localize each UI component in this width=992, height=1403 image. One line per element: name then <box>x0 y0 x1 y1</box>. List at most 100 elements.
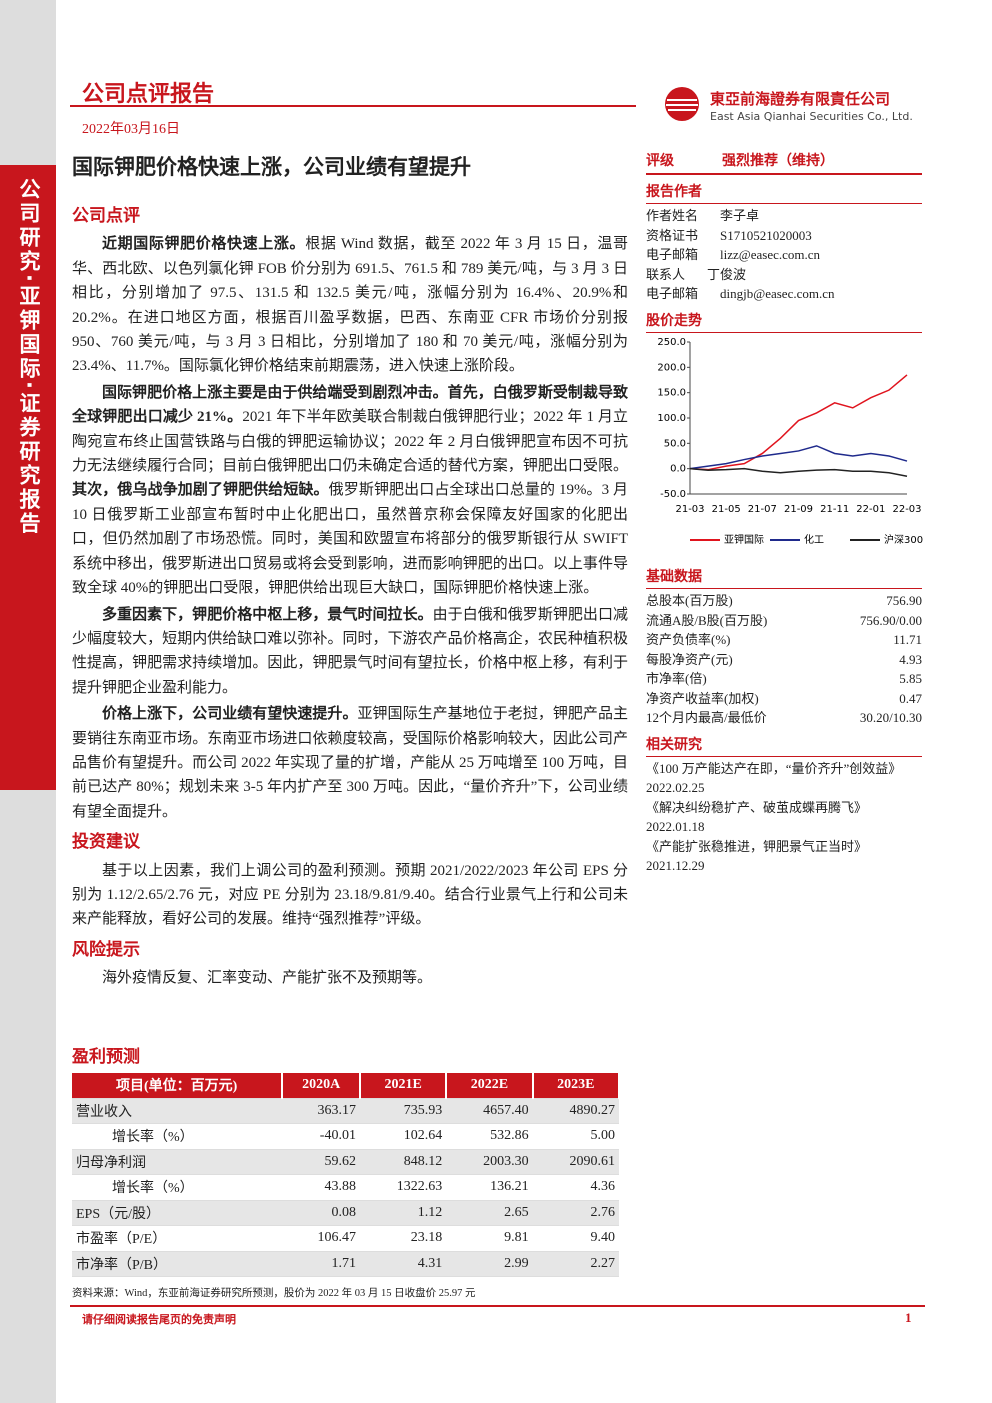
kv-row: 流通A股/B股(百万股) 756.90/0.00 <box>646 611 922 631</box>
section-heading: 公司点评 <box>72 206 140 226</box>
cell: 9.81 <box>446 1225 533 1252</box>
y-tick-label: 250.0 <box>657 337 686 348</box>
y-tick-label: 150.0 <box>657 388 686 399</box>
kv-row: 资产负债率(%) 11.71 <box>646 630 922 650</box>
legend-label: 沪深300 <box>884 533 923 546</box>
related-heading: 相关研究 <box>646 734 922 757</box>
kv-row: 联系人 丁俊波 <box>646 265 922 285</box>
paragraph: 价格上涨下，公司业绩有望快速提升。亚钾国际生产基地位于老挝，钾肥产品主要销往东南… <box>72 702 628 824</box>
related-item: 《100 万产能达产在即，“量价齐升”创效益》2022.02.25 <box>646 760 902 796</box>
cell: 增长率（%） <box>72 1123 283 1150</box>
kv-value: 4.93 <box>899 651 922 667</box>
kv-value: 756.90/0.00 <box>859 612 922 628</box>
cell: 735.93 <box>359 1098 447 1124</box>
paragraph: 国际钾肥价格上涨主要是由于供给端受到剧烈冲击。首先，白俄罗斯受制裁导致全球钾肥出… <box>72 381 628 601</box>
cell: 4657.40 <box>446 1098 533 1124</box>
kv-value: lizz@easec.com.cn <box>720 247 821 262</box>
cell: 363.17 <box>282 1098 360 1124</box>
date: 2022年03月16日 <box>82 122 180 137</box>
kv-row: 电子邮箱 lizz@easec.com.cn <box>646 245 922 265</box>
y-tick-label: 50.0 <box>664 438 686 449</box>
x-tick-label: 21-11 <box>820 504 849 515</box>
disclaimer: 请仔细阅读报告尾页的免责声明 <box>82 1313 236 1326</box>
x-tick-label: 22-01 <box>856 504 885 515</box>
section-heading: 风险提示 <box>72 939 140 960</box>
row: 营业收入 363.17 735.93 4657.40 4890.27 <box>72 1098 619 1124</box>
source: 资料来源：Wind，东亚前海证券研究所预测，股价为 2022 年 03 月 15… <box>72 1288 476 1299</box>
paragraph: 海外疫情反复、汇率变动、产能扩张不及预期等。 <box>72 966 628 990</box>
paragraph: 近期国际钾肥价格快速上涨。根据 Wind 数据，截至 2022 年 3 月 15… <box>72 232 628 378</box>
column-header: 项目(单位：百万元) <box>72 1073 284 1099</box>
kv-label: 12个月内最高/最低价 <box>646 710 767 725</box>
x-tick-label: 21-07 <box>748 504 777 515</box>
cell: 4890.27 <box>532 1098 619 1124</box>
forecast-table: 项目(单位：百万元) 2020A 2021E 2022E 2023E 营业收入 363.17… <box>72 1073 621 1277</box>
cell: 营业收入 <box>72 1098 283 1124</box>
text: 俄罗斯钾肥出口占全球出口总量的 19%。3 月 10 日俄罗斯工业部宣布暂时中止… <box>72 482 628 597</box>
cell: 2.76 <box>532 1200 619 1226</box>
cell: 0.08 <box>282 1200 360 1226</box>
series-line <box>689 374 908 471</box>
kv-row: 作者姓名 李子卓 <box>646 206 922 226</box>
kv-value: 30.20/10.30 <box>859 710 922 725</box>
cell: 106.47 <box>282 1225 360 1252</box>
cell: 2.27 <box>532 1251 619 1277</box>
bold-text: 国际钾肥价格上涨主要是由于供给端受到剧烈冲击。首先，白俄罗斯受制裁导致全球钾肥出… <box>72 384 628 426</box>
y-tick-label: 200.0 <box>657 362 686 373</box>
column-header: 2022E <box>446 1073 534 1099</box>
company-cn: 東亞前海證券有限責任公司 <box>710 90 891 108</box>
kv-row: 12个月内最高/最低价 30.20/10.30 <box>646 708 922 728</box>
sidebar-band <box>0 165 56 790</box>
text: 亚钾国际生产基地位于老挝，钾肥产品主要销往东南亚市场。东南亚市场进口依赖度较高，… <box>72 706 628 820</box>
right-column: 评级 强烈推荐（维持） 报告作者 作者姓名 李子卓 资格证书 S171052102000… <box>646 150 922 333</box>
column-header: 2023E <box>532 1073 621 1099</box>
kv-value: S1710521020003 <box>720 227 812 243</box>
kv-value: 0.47 <box>899 690 922 706</box>
logo <box>665 87 699 121</box>
kv-label: 每股净资产(元) <box>646 651 733 667</box>
kv-label: 总股本(百万股) <box>646 593 733 608</box>
related: 《100 万产能达产在即，“量价齐升”创效益》2022.02.25 《解决纠纷稳扩… <box>646 759 922 876</box>
forecast: 盈利预测 项目(单位：百万元) 2020A 2021E 2022E 2023E 营业收入 36… <box>72 1042 621 1300</box>
cell: 1322.63 <box>359 1174 447 1201</box>
kv-value: dingjb@easec.com.cn <box>720 286 835 301</box>
right-lower: 基础数据 总股本(百万股) 756.90 流通A股/B股(百万股) 756.90/0.… <box>646 566 922 876</box>
kv-row: 每股净资产(元) 4.93 <box>646 650 922 670</box>
cell: 4.36 <box>532 1174 619 1201</box>
row: 归母净利润 59.62 848.12 2003.30 2090.61 <box>72 1149 619 1175</box>
bold-text: 其次，俄乌战争加剧了钾肥供给短缺。 <box>72 482 329 499</box>
cell: 市盈率（P/E） <box>72 1225 283 1252</box>
cell: 59.62 <box>282 1149 360 1175</box>
basic-heading: 基础数据 <box>646 566 922 589</box>
column-header: 2020A <box>282 1073 361 1099</box>
kv-row: 总股本(百万股) 756.90 <box>646 591 922 611</box>
forecast-heading: 盈利预测 <box>72 1047 140 1067</box>
cell: 5.00 <box>532 1123 619 1150</box>
cell: 2090.61 <box>532 1149 619 1175</box>
authors: 作者姓名 李子卓 资格证书 S1710521020003 电子邮箱 lizz@easec.… <box>646 206 922 304</box>
row: 市净率（P/B） 1.71 4.31 2.99 2.27 <box>72 1251 619 1277</box>
column-header: 2021E <box>359 1073 448 1099</box>
kv-row: 资格证书 S1710521020003 <box>646 226 922 246</box>
cell: EPS（元/股） <box>72 1200 283 1226</box>
kv-label: 资产负债率(%) <box>646 632 731 647</box>
cell: 136.21 <box>446 1174 533 1201</box>
kv-label: 流通A股/B股(百万股) <box>646 612 768 628</box>
cell: 532.86 <box>446 1123 533 1150</box>
bold-text: 多重因素下，钾肥价格中枢上移，景气时间拉长。 <box>102 606 433 623</box>
kv-row: 市净率(倍) 5.85 <box>646 669 922 689</box>
row: EPS（元/股） 0.08 1.12 2.65 2.76 <box>72 1200 619 1226</box>
paragraph: 多重因素下，钾肥价格中枢上移，景气时间拉长。由于白俄和俄罗斯钾肥出口减少幅度较大… <box>72 603 628 701</box>
section-heading: 投资建议 <box>72 832 140 853</box>
cell: 43.88 <box>282 1174 360 1201</box>
bold-text: 近期国际钾肥价格快速上涨。 <box>102 236 306 253</box>
page-number: 1 <box>905 1310 912 1325</box>
row: 市盈率（P/E） 106.47 23.18 9.81 9.40 <box>72 1225 619 1252</box>
cell: -40.01 <box>282 1123 360 1150</box>
cell: 归母净利润 <box>72 1149 283 1175</box>
text: 基于以上因素，我们上调公司的盈利预测。预期 2021/2022/2023 年公司… <box>72 862 628 928</box>
cell: 1.12 <box>359 1200 447 1226</box>
text: 根据 Wind 数据，截至 2022 年 3 月 15 日，温哥华、西北欧、以色… <box>72 236 628 375</box>
cell: 4.31 <box>359 1251 447 1277</box>
